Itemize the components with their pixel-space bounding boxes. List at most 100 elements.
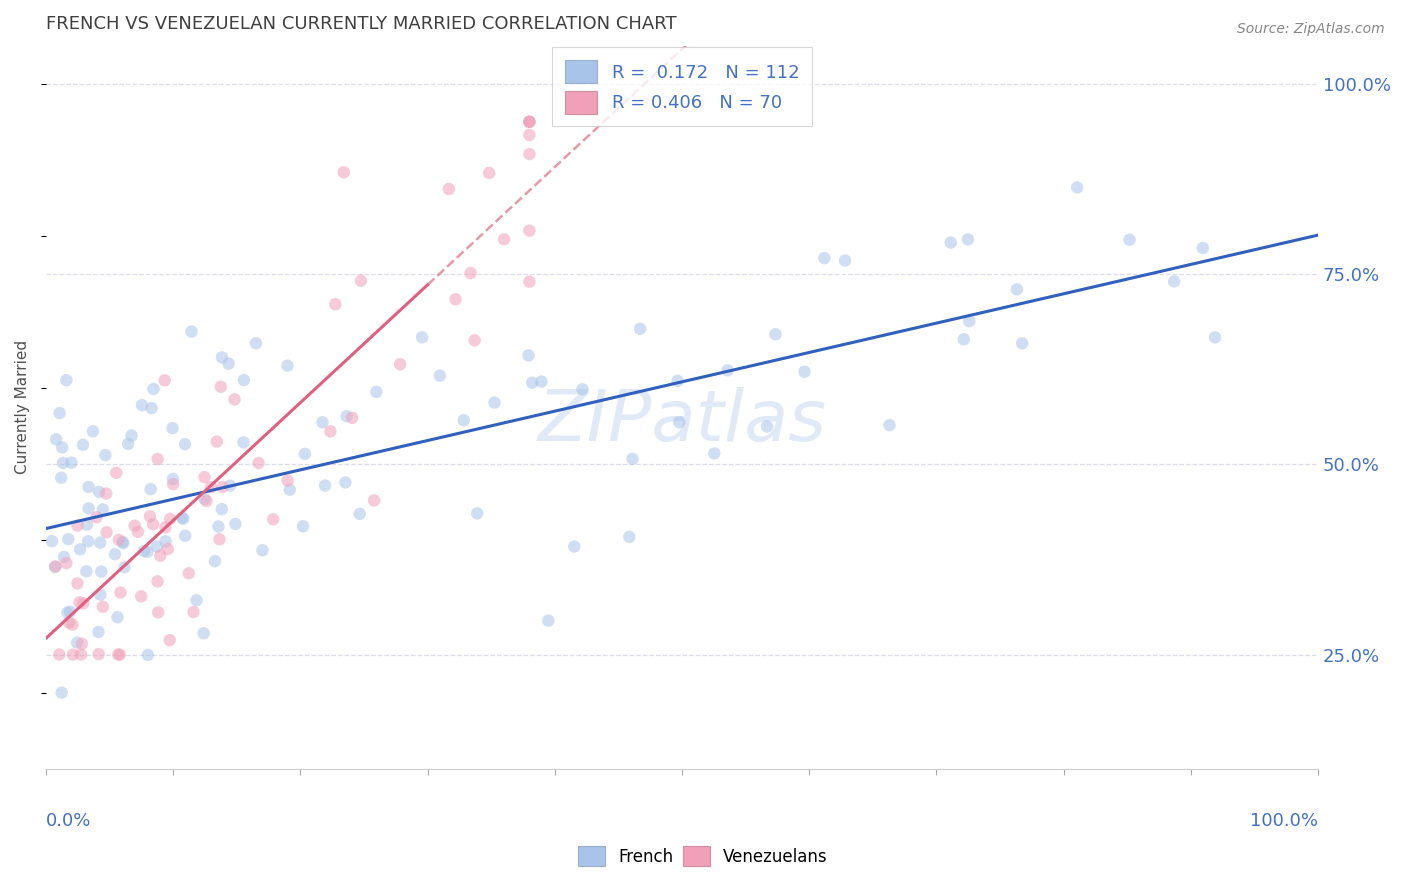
Point: [262, 512, 284, 526]
Point: [193, 470, 215, 484]
Point: [69, 595, 91, 609]
Point: [45, 432, 67, 446]
Point: [69, 542, 91, 557]
Point: [52, 456, 75, 470]
Point: [89, 535, 111, 549]
Point: [350, 274, 373, 288]
Point: [292, 519, 315, 533]
Point: [340, 410, 363, 425]
Point: [87, 647, 110, 661]
Point: [111, 535, 134, 549]
Point: [232, 435, 254, 450]
Point: [70, 637, 93, 651]
Point: [834, 253, 856, 268]
Point: [218, 357, 240, 371]
Point: [460, 266, 482, 280]
Point: [703, 446, 725, 460]
Point: [124, 518, 146, 533]
Point: [55, 556, 77, 570]
Point: [51, 441, 73, 455]
Point: [1011, 336, 1033, 351]
Point: [252, 543, 274, 558]
Point: [311, 415, 333, 429]
Point: [87, 485, 110, 500]
Point: [571, 382, 593, 396]
Point: [211, 480, 233, 494]
Point: [247, 456, 270, 470]
Point: [45, 559, 67, 574]
Point: [519, 275, 541, 289]
Point: [142, 382, 165, 396]
Point: [183, 605, 205, 619]
Point: [519, 147, 541, 161]
Point: [879, 418, 901, 433]
Point: [62, 617, 84, 632]
Point: [48, 648, 70, 662]
Point: [211, 502, 233, 516]
Point: [517, 348, 540, 362]
Point: [104, 547, 127, 561]
Point: [70, 648, 93, 662]
Point: [193, 626, 215, 640]
Point: [44, 560, 66, 574]
Point: [174, 529, 197, 543]
Point: [717, 363, 740, 377]
Point: [174, 437, 197, 451]
Point: [75, 564, 97, 578]
Point: [66, 576, 89, 591]
Point: [162, 472, 184, 486]
Legend: R =  0.172   N = 112, R = 0.406   N = 70: R = 0.172 N = 112, R = 0.406 N = 70: [553, 47, 813, 127]
Point: [205, 434, 228, 449]
Point: [530, 375, 553, 389]
Point: [245, 336, 267, 351]
Point: [139, 482, 162, 496]
Point: [112, 536, 135, 550]
Point: [219, 478, 242, 492]
Point: [58, 615, 80, 630]
Point: [957, 314, 980, 328]
Point: [110, 585, 132, 599]
Point: [108, 533, 131, 547]
Point: [186, 593, 208, 607]
Point: [139, 509, 162, 524]
Point: [48, 406, 70, 420]
Point: [77, 480, 100, 494]
Point: [319, 425, 342, 439]
Point: [956, 232, 979, 246]
Point: [1192, 241, 1215, 255]
Point: [149, 549, 172, 563]
Point: [232, 373, 254, 387]
Point: [953, 332, 976, 346]
Point: [59, 605, 82, 619]
Point: [146, 574, 169, 589]
Point: [77, 501, 100, 516]
Point: [277, 474, 299, 488]
Point: [628, 322, 651, 336]
Point: [668, 415, 690, 429]
Point: [162, 421, 184, 435]
Point: [172, 510, 194, 524]
Point: [224, 392, 246, 407]
Point: [121, 428, 143, 442]
Point: [562, 540, 585, 554]
Point: [276, 359, 298, 373]
Point: [87, 624, 110, 639]
Point: [224, 516, 246, 531]
Point: [112, 560, 135, 574]
Point: [1005, 282, 1028, 296]
Point: [204, 554, 226, 568]
Point: [72, 596, 94, 610]
Point: [211, 351, 233, 365]
Point: [91, 502, 114, 516]
Point: [108, 648, 131, 662]
Point: [96, 525, 118, 540]
Text: FRENCH VS VENEZUELAN CURRENTLY MARRIED CORRELATION CHART: FRENCH VS VENEZUELAN CURRENTLY MARRIED C…: [46, 15, 676, 33]
Point: [278, 483, 301, 497]
Point: [437, 182, 460, 196]
Point: [666, 374, 689, 388]
Point: [132, 544, 155, 558]
Point: [66, 518, 89, 533]
Point: [131, 398, 153, 412]
Point: [53, 550, 76, 565]
Point: [519, 115, 541, 129]
